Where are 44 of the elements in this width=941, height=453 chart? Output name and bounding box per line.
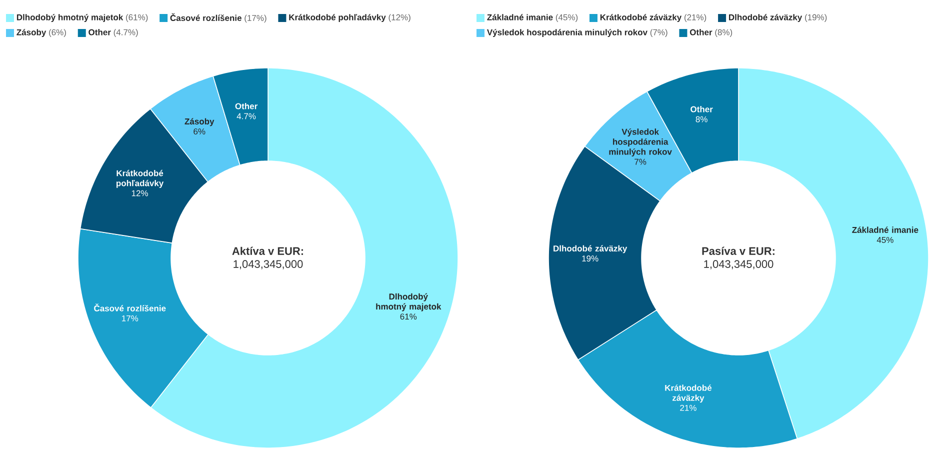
data-label: 45% bbox=[876, 236, 894, 243]
text: Aktíva v EUR: bbox=[232, 246, 303, 255]
legend-label: Zásoby bbox=[16, 28, 46, 37]
slice-label: Výsledok hospodárenia minulých rokov bbox=[609, 128, 672, 156]
data-label: 21% bbox=[680, 404, 696, 411]
data-label: 61% bbox=[400, 314, 417, 320]
text: (45%) bbox=[556, 14, 578, 22]
text: (8%) bbox=[715, 29, 732, 37]
legend-label: Other bbox=[690, 29, 712, 36]
slice-label: Other bbox=[690, 106, 713, 112]
data-label: 8% bbox=[696, 116, 708, 122]
slice-label: Dlhodobé záväzky bbox=[554, 245, 628, 254]
data-label: 12% bbox=[132, 190, 148, 196]
data-label: 17% bbox=[122, 315, 138, 322]
legend-label: Krátkodobé záväzky bbox=[600, 14, 682, 22]
legend-label: Krátkodobé pohľadávky bbox=[289, 14, 386, 22]
text: (6%) bbox=[49, 29, 66, 37]
slice-label: Zásoby bbox=[184, 118, 214, 126]
legend-label: Časové rozlíšenie bbox=[170, 13, 242, 21]
slice-label: Časové rozlíšenie bbox=[94, 304, 166, 312]
legend-label: Výsledok hospodárenia minulých rokov bbox=[486, 28, 648, 37]
text: (17%) bbox=[244, 14, 266, 23]
text: Pasíva v EUR: bbox=[702, 246, 774, 255]
text: (7%) bbox=[650, 29, 668, 37]
text: 1,043,345,000 bbox=[234, 260, 303, 270]
slice-label: Dlhodobý hmotný majetok bbox=[376, 293, 442, 312]
legend-label: Dlhodobý hmotný majetok bbox=[16, 14, 124, 22]
slice-label: Základné imanie bbox=[852, 226, 918, 233]
data-label: 7% bbox=[634, 158, 646, 165]
text: (61%) bbox=[126, 14, 148, 22]
text: (19%) bbox=[805, 14, 827, 22]
text: 1,043,345,000 bbox=[704, 260, 774, 270]
slice-label: Krátkodobé záväzky bbox=[665, 384, 712, 403]
text: (4.7%) bbox=[114, 29, 138, 37]
slice-label: Other bbox=[235, 102, 258, 110]
legend-label: Other bbox=[88, 29, 111, 36]
data-label: 4.7% bbox=[236, 113, 256, 120]
text: (12%) bbox=[388, 14, 410, 22]
legend-label: Základné imanie bbox=[487, 14, 553, 20]
slice-label: Krátkodobé pohľadávky bbox=[116, 170, 164, 188]
data-label: 6% bbox=[194, 128, 206, 134]
data-label: 19% bbox=[582, 255, 598, 262]
legend-label: Dlhodobé záväzky bbox=[729, 14, 802, 22]
text: (21%) bbox=[684, 14, 706, 22]
